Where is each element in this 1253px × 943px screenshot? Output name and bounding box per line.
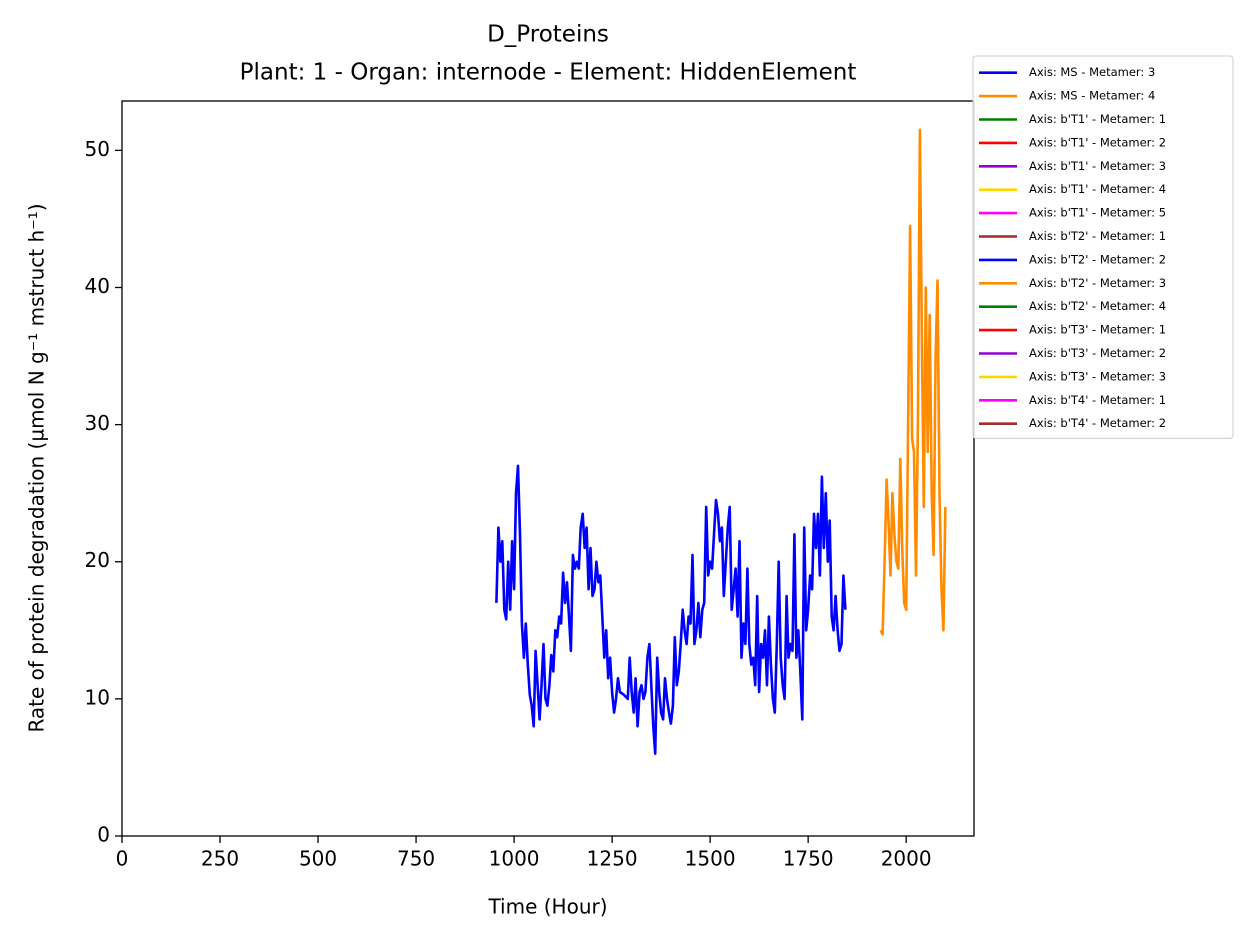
y-tick-label: 30 bbox=[85, 411, 110, 435]
x-tick-label: 500 bbox=[299, 847, 337, 871]
x-tick-label: 0 bbox=[116, 847, 129, 871]
y-tick-label: 50 bbox=[85, 137, 110, 161]
legend-label: Axis: b'T2' - Metamer: 2 bbox=[1029, 252, 1166, 266]
chart-subtitle: Plant: 1 - Organ: internode - Element: H… bbox=[240, 60, 857, 86]
series-line bbox=[879, 128, 947, 636]
legend-label: Axis: b'T2' - Metamer: 1 bbox=[1029, 229, 1166, 243]
legend-label: Axis: MS - Metamer: 3 bbox=[1029, 65, 1155, 79]
legend-label: Axis: b'T3' - Metamer: 3 bbox=[1029, 369, 1166, 383]
x-tick-label: 750 bbox=[397, 847, 435, 871]
legend-label: Axis: b'T1' - Metamer: 1 bbox=[1029, 112, 1166, 126]
x-tick-label: 1000 bbox=[489, 847, 540, 871]
x-axis-label: Time (Hour) bbox=[487, 895, 607, 919]
x-tick-label: 1250 bbox=[587, 847, 638, 871]
y-tick-label: 40 bbox=[85, 274, 110, 298]
legend-label: Axis: b'T1' - Metamer: 5 bbox=[1029, 206, 1166, 220]
legend-label: Axis: b'T2' - Metamer: 3 bbox=[1029, 276, 1166, 290]
plot-frame bbox=[121, 100, 975, 837]
legend-label: Axis: b'T1' - Metamer: 3 bbox=[1029, 159, 1166, 173]
y-tick-label: 0 bbox=[97, 823, 110, 847]
legend: Axis: MS - Metamer: 3 Axis: MS - Metamer:… bbox=[972, 55, 1234, 439]
legend-label: Axis: b'T3' - Metamer: 1 bbox=[1029, 323, 1166, 337]
legend-label: Axis: b'T1' - Metamer: 4 bbox=[1029, 182, 1166, 196]
x-tick-label: 2000 bbox=[881, 847, 932, 871]
y-tick-label: 10 bbox=[85, 685, 110, 709]
y-tick-label: 20 bbox=[85, 548, 110, 572]
x-tick-label: 1500 bbox=[685, 847, 736, 871]
legend-label: Axis: b'T2' - Metamer: 4 bbox=[1029, 299, 1166, 313]
chart-title: D_Proteins bbox=[487, 22, 609, 48]
legend-label: Axis: b'T4' - Metamer: 2 bbox=[1029, 416, 1166, 430]
x-tick-label: 1750 bbox=[783, 847, 834, 871]
y-axis-label: Rate of protein degradation (µmol N g⁻¹ … bbox=[25, 203, 49, 732]
legend-box bbox=[972, 55, 1234, 439]
series-line bbox=[495, 464, 847, 755]
legend-label: Axis: b'T1' - Metamer: 2 bbox=[1029, 135, 1166, 149]
legend-label: Axis: b'T3' - Metamer: 2 bbox=[1029, 346, 1166, 360]
x-tick-label: 250 bbox=[201, 847, 239, 871]
legend-label: Axis: b'T4' - Metamer: 1 bbox=[1029, 393, 1166, 407]
legend-label: Axis: MS - Metamer: 4 bbox=[1029, 89, 1155, 103]
